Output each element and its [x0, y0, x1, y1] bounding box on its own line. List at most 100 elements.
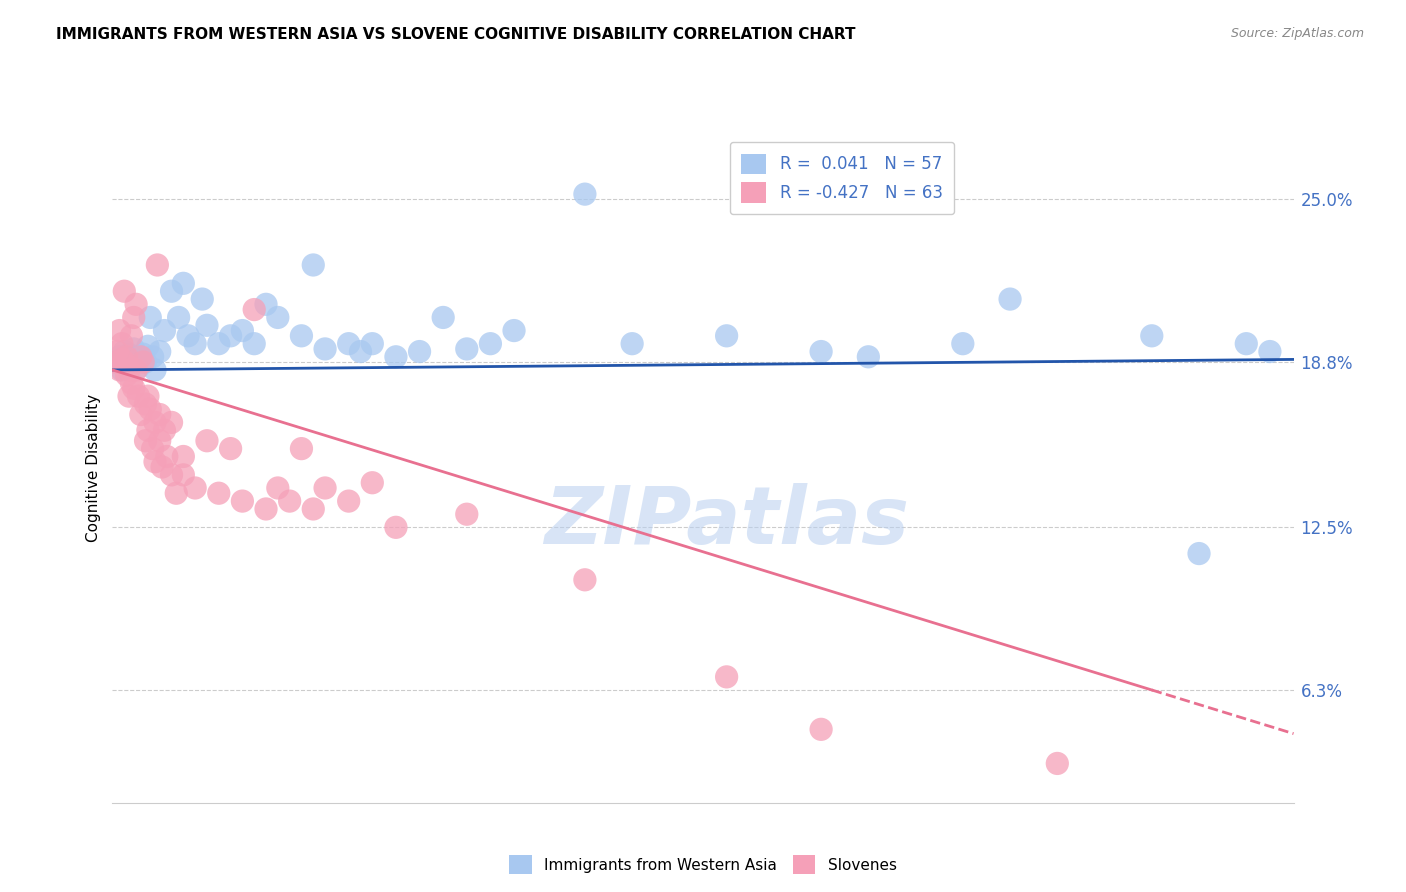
Point [120, 376, 142, 390]
Point [149, 408, 172, 422]
Point [160, 284, 183, 298]
Point [105, 344, 128, 359]
Point [112, 284, 135, 298]
Point [314, 342, 336, 356]
Point [302, 502, 325, 516]
Point [118, 347, 141, 361]
Point [115, 350, 138, 364]
Point [231, 494, 253, 508]
Point [160, 467, 183, 482]
Point [115, 368, 138, 383]
Point [243, 336, 266, 351]
Point [1258, 344, 1281, 359]
Point [479, 336, 502, 351]
Text: ZIPatlas: ZIPatlas [544, 483, 910, 561]
Point [621, 336, 644, 351]
Point [195, 318, 218, 333]
Point [998, 292, 1021, 306]
Point [408, 344, 430, 359]
Point [108, 363, 131, 377]
Point [142, 350, 165, 364]
Point [456, 507, 478, 521]
Point [146, 258, 169, 272]
Point [112, 355, 135, 369]
Point [142, 442, 165, 456]
Point [290, 328, 312, 343]
Legend: Immigrants from Western Asia, Slovenes: Immigrants from Western Asia, Slovenes [503, 849, 903, 880]
Point [574, 573, 596, 587]
Point [208, 336, 231, 351]
Point [143, 455, 166, 469]
Point [139, 310, 162, 325]
Point [361, 475, 384, 490]
Point [337, 336, 360, 351]
Point [165, 486, 187, 500]
Point [1188, 547, 1211, 561]
Point [129, 408, 152, 422]
Point [160, 416, 183, 430]
Point [208, 486, 231, 500]
Y-axis label: Cognitive Disability: Cognitive Disability [86, 394, 101, 542]
Point [150, 460, 173, 475]
Point [143, 416, 166, 430]
Point [172, 450, 194, 464]
Point [108, 324, 131, 338]
Legend: R =  0.041   N = 57, R = -0.427   N = 63: R = 0.041 N = 57, R = -0.427 N = 63 [730, 142, 955, 214]
Point [503, 324, 526, 338]
Point [385, 350, 408, 364]
Point [135, 434, 157, 448]
Point [456, 342, 478, 356]
Point [120, 358, 142, 372]
Point [132, 347, 155, 361]
Point [349, 344, 371, 359]
Point [122, 310, 145, 325]
Point [219, 442, 242, 456]
Point [120, 328, 142, 343]
Point [111, 336, 134, 351]
Point [136, 339, 159, 353]
Point [278, 494, 301, 508]
Point [290, 442, 312, 456]
Point [108, 350, 131, 364]
Point [118, 389, 141, 403]
Point [135, 355, 157, 369]
Text: Source: ZipAtlas.com: Source: ZipAtlas.com [1230, 27, 1364, 40]
Point [112, 344, 135, 359]
Point [231, 324, 253, 338]
Point [153, 423, 176, 437]
Point [432, 310, 454, 325]
Point [172, 277, 194, 291]
Point [219, 328, 242, 343]
Point [115, 352, 138, 367]
Point [314, 481, 336, 495]
Point [361, 336, 384, 351]
Point [129, 352, 152, 367]
Point [143, 363, 166, 377]
Point [177, 328, 200, 343]
Text: IMMIGRANTS FROM WESTERN ASIA VS SLOVENE COGNITIVE DISABILITY CORRELATION CHART: IMMIGRANTS FROM WESTERN ASIA VS SLOVENE … [56, 27, 856, 42]
Point [135, 397, 157, 411]
Point [125, 297, 148, 311]
Point [125, 350, 148, 364]
Point [167, 310, 190, 325]
Point [1234, 336, 1257, 351]
Point [111, 363, 134, 377]
Point [105, 355, 128, 369]
Point [118, 363, 141, 377]
Point [385, 520, 408, 534]
Point [574, 187, 596, 202]
Point [184, 336, 207, 351]
Point [129, 350, 152, 364]
Point [127, 360, 149, 375]
Point [125, 363, 148, 377]
Point [1046, 756, 1069, 771]
Point [132, 355, 155, 369]
Point [122, 342, 145, 356]
Point [127, 389, 149, 403]
Point [149, 344, 172, 359]
Point [243, 302, 266, 317]
Point [267, 481, 290, 495]
Point [302, 258, 325, 272]
Point [136, 389, 159, 403]
Point [254, 502, 277, 516]
